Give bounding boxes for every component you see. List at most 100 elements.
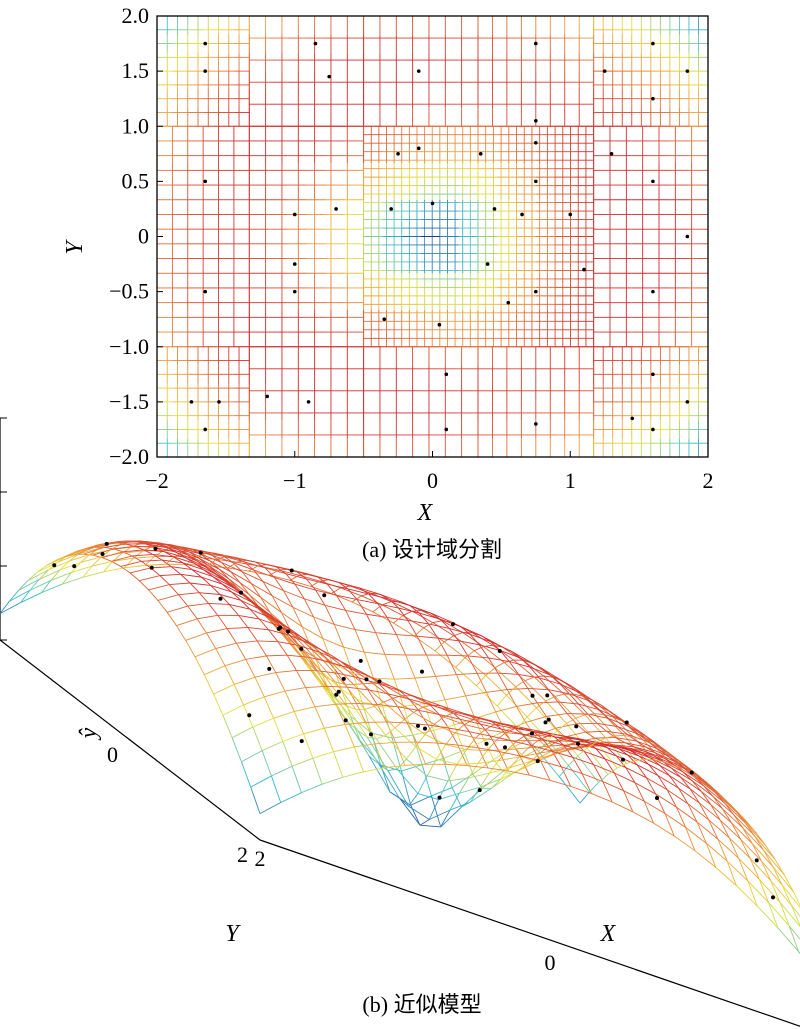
surface-line	[367, 689, 389, 695]
surface-line	[403, 706, 414, 736]
surface-line	[313, 616, 335, 625]
surface-line	[648, 763, 670, 776]
surface-line	[328, 661, 339, 674]
surface-line	[266, 655, 277, 673]
surface-line	[347, 588, 358, 600]
partition-block-2	[156, 15, 250, 127]
surface-line	[509, 661, 531, 668]
surface-line	[301, 626, 312, 649]
surface-line	[571, 685, 581, 694]
surface-line	[386, 617, 397, 635]
surface-line	[379, 683, 401, 692]
x-tick-label: −2	[145, 468, 168, 493]
surface-line	[516, 702, 538, 707]
surface-line	[101, 557, 112, 562]
surface-line	[643, 801, 654, 824]
surface-line	[529, 774, 551, 781]
surface-line	[0, 602, 21, 615]
surface-line	[509, 760, 531, 769]
surface-line	[343, 646, 365, 653]
surface-line	[642, 739, 653, 745]
sample-point	[437, 795, 442, 800]
surface-line	[520, 657, 531, 668]
surface-line	[302, 640, 324, 662]
surface-line	[127, 540, 148, 543]
surface-line	[577, 737, 598, 744]
surface-line	[416, 636, 427, 656]
surface-line	[387, 770, 409, 807]
surface-line	[602, 781, 613, 803]
surface-line	[110, 544, 121, 551]
sample-point	[568, 212, 573, 217]
surface-line	[396, 634, 407, 656]
surface-line	[643, 750, 654, 756]
surface-line	[791, 904, 800, 917]
surface-line	[417, 775, 428, 794]
surface-line	[392, 697, 414, 713]
surface-line	[508, 770, 530, 776]
surface-line	[459, 718, 481, 725]
surface-line	[282, 741, 293, 767]
surface-line	[646, 777, 657, 795]
surface-line	[459, 718, 470, 732]
surface-line	[487, 767, 509, 772]
surface-line	[145, 543, 167, 549]
surface-line	[385, 734, 407, 760]
sample-point	[530, 731, 534, 736]
surface-line	[591, 793, 613, 803]
sample-point	[503, 745, 507, 750]
surface-line	[659, 765, 681, 778]
sample-point	[444, 372, 449, 377]
surface-line	[328, 661, 350, 669]
surface-line	[209, 560, 231, 573]
surface-line	[82, 571, 104, 578]
surface-line	[203, 569, 225, 582]
surface-line	[275, 669, 297, 673]
surface-line	[173, 556, 184, 564]
surface-line	[388, 598, 399, 609]
surface-line	[509, 756, 520, 768]
chart-b-axes	[0, 418, 800, 1027]
surface-line	[333, 751, 344, 778]
surface-line	[467, 655, 489, 659]
surface-line	[572, 746, 582, 750]
surface-line	[609, 744, 631, 751]
surface-line	[397, 706, 419, 711]
surface-line	[268, 629, 290, 636]
surface-line	[747, 880, 769, 903]
surface-line	[664, 813, 686, 828]
surface-line	[458, 640, 480, 646]
surface-line	[420, 698, 442, 707]
surface-line	[473, 719, 495, 726]
surface-line	[541, 754, 552, 760]
surface-line	[122, 549, 144, 553]
surface-line	[199, 592, 221, 595]
surface-line	[468, 763, 479, 779]
surface-line	[451, 787, 462, 808]
surface-line	[753, 835, 764, 851]
surface-line	[726, 860, 749, 882]
surface-line	[614, 772, 636, 784]
surface-line	[215, 642, 237, 649]
sample-point	[203, 41, 208, 46]
surface-line	[234, 676, 256, 685]
surface-line	[442, 750, 464, 760]
surface-line	[257, 640, 278, 643]
surface-line	[540, 760, 551, 781]
chart-a-sample-points	[189, 41, 690, 432]
sample-point	[651, 427, 655, 432]
x-tick-label: 0	[427, 468, 438, 493]
surface-line	[376, 734, 386, 740]
sample-point	[322, 593, 327, 598]
surface-line	[162, 559, 183, 564]
sample-point	[520, 212, 524, 217]
sample-point	[444, 427, 449, 432]
surface-line	[429, 704, 451, 712]
surface-line	[461, 801, 471, 808]
surface-line	[464, 650, 475, 659]
surface-line	[308, 573, 318, 578]
surface-line	[356, 703, 378, 705]
surface-line	[232, 562, 254, 571]
surface-line	[631, 748, 642, 754]
surface-line	[465, 691, 487, 697]
